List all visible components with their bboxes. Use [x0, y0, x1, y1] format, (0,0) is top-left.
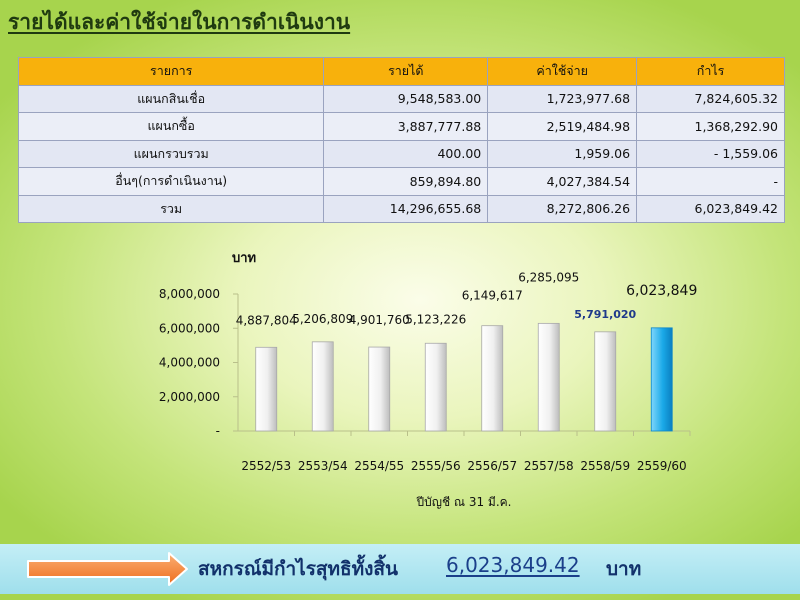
profit-cell: 6,023,849.42 — [636, 194, 785, 223]
y-tick-label: 8,000,000 — [159, 287, 220, 301]
header-profit: กำไร — [636, 57, 785, 86]
bar-value-label: 4,887,804 — [236, 313, 297, 327]
x-tick-label: 2559/60 — [637, 459, 687, 473]
y-axis-label: บาท — [232, 251, 256, 266]
x-axis-label: ปีบัญชี ณ 31 มี.ค. — [416, 495, 512, 509]
y-tick-label: 4,000,000 — [159, 356, 220, 370]
bar-value-label: 6,149,617 — [462, 289, 523, 303]
table-row: แผนกซื้อ 3,887,777.88 2,519,484.98 1,368… — [17, 112, 785, 141]
row-label: แผนกรวบรวม — [17, 139, 325, 168]
x-tick-label: 2557/58 — [524, 459, 574, 473]
row-label: รวม — [17, 194, 325, 223]
x-tick-label: 2553/54 — [298, 459, 348, 473]
bar — [255, 346, 278, 432]
x-tick-label: 2554/55 — [354, 459, 404, 473]
table-row: อื่นๆ(การดำเนินงาน) 859,894.80 4,027,384… — [17, 167, 785, 196]
x-tick-label: 2558/59 — [580, 459, 630, 473]
income-cell: 9,548,583.00 — [323, 84, 489, 113]
bar-value-label: 4,901,760 — [349, 313, 410, 327]
row-label: อื่นๆ(การดำเนินงาน) — [17, 167, 325, 196]
x-tick-label: 2555/56 — [411, 459, 461, 473]
row-label: แผนกสินเชื่อ — [17, 84, 325, 113]
table-row: แผนกรวบรวม 400.00 1,959.06 - 1,559.06 — [17, 139, 785, 168]
summary-text: สหกรณ์มีกำไรสุทธิทั้งสิ้น — [198, 558, 399, 580]
summary-unit: บาท — [606, 558, 642, 580]
header-income: รายได้ — [323, 57, 489, 86]
bar — [537, 322, 560, 432]
bar-value-label: 6,285,095 — [518, 270, 579, 284]
table-header-row: รายการ รายได้ ค่าใช้จ่าย กำไร — [17, 57, 785, 86]
bar-value-label: 5,791,020 — [574, 308, 636, 321]
page-title: รายได้และค่าใช้จ่ายในการดำเนินงาน — [8, 10, 351, 34]
y-tick-label: 6,000,000 — [159, 321, 220, 335]
expense-cell: 4,027,384.54 — [487, 167, 638, 196]
profit-cell: 1,368,292.90 — [636, 112, 785, 141]
header-expense: ค่าใช้จ่าย — [487, 57, 638, 86]
table-row: แผนกสินเชื่อ 9,548,583.00 1,723,977.68 7… — [17, 84, 785, 113]
summary-banner: สหกรณ์มีกำไรสุทธิทั้งสิ้น 6,023,849.42 บ… — [0, 544, 800, 594]
summary-amount: 6,023,849.42 — [446, 553, 580, 577]
y-tick-label: - — [216, 424, 220, 438]
bar-value-label: 5,123,226 — [405, 312, 466, 326]
bar — [424, 342, 447, 432]
bar-value-label: 5,206,809 — [292, 312, 353, 326]
profit-cell: - — [636, 167, 785, 196]
bar — [650, 327, 673, 432]
bar — [481, 325, 504, 432]
bar — [311, 341, 334, 432]
bar-value-label: 6,023,849 — [626, 283, 697, 299]
expense-cell: 8,272,806.26 — [487, 194, 638, 223]
profit-cell: 7,824,605.32 — [636, 84, 785, 113]
table-total-row: รวม 14,296,655.68 8,272,806.26 6,023,849… — [17, 194, 785, 223]
header-item: รายการ — [17, 57, 325, 86]
income-cell: 14,296,655.68 — [323, 194, 489, 223]
bar — [368, 346, 391, 432]
income-cell: 3,887,777.88 — [323, 112, 489, 141]
income-cell: 400.00 — [323, 139, 489, 168]
x-tick-label: 2556/57 — [467, 459, 517, 473]
expense-cell: 2,519,484.98 — [487, 112, 638, 141]
x-tick-label: 2552/53 — [241, 459, 291, 473]
bar — [594, 331, 617, 432]
y-tick-label: 2,000,000 — [159, 390, 220, 404]
row-label: แผนกซื้อ — [17, 112, 325, 141]
expense-cell: 1,723,977.68 — [487, 84, 638, 113]
right-arrow-icon — [27, 552, 188, 586]
profit-cell: - 1,559.06 — [636, 139, 785, 168]
income-expense-table: รายการ รายได้ ค่าใช้จ่าย กำไร แผนกสินเชื… — [17, 57, 785, 223]
income-cell: 859,894.80 — [323, 167, 489, 196]
